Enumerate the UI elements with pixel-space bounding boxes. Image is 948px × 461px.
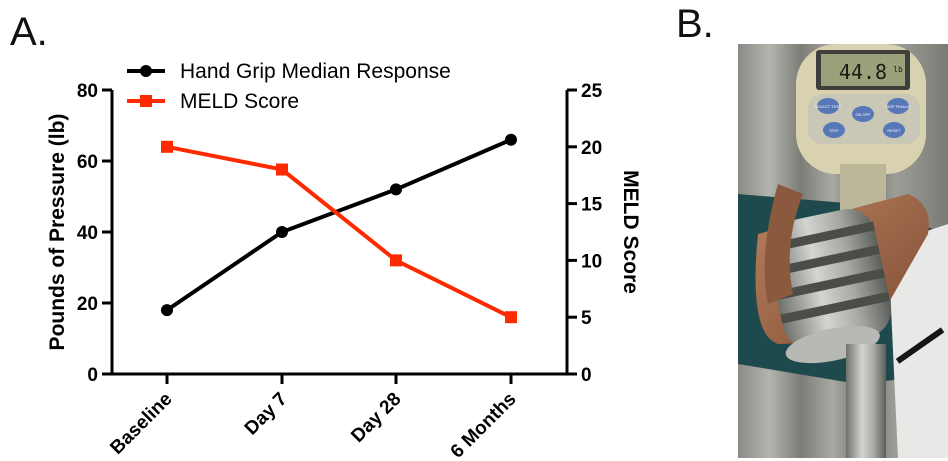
lower-handle <box>846 344 886 458</box>
lcd-reading: 44.8 <box>839 60 887 84</box>
data-point <box>276 226 288 238</box>
device-button <box>852 106 874 122</box>
lcd-display <box>821 54 905 86</box>
y-axis-label-left: Pounds of Pressure (lb) <box>46 114 69 351</box>
device-button-label: ON OFF <box>855 112 871 117</box>
data-point <box>390 183 402 196</box>
y-tick-label-left: 60 <box>77 152 98 173</box>
y-tick-label-right: 15 <box>581 195 603 216</box>
y-tick-label-right: 0 <box>581 365 592 386</box>
y-tick-label-right: 25 <box>581 81 603 102</box>
device-button <box>823 122 845 138</box>
device-button-label: TEST <box>829 128 840 133</box>
y-tick-label-right: 5 <box>581 308 592 329</box>
series-line <box>165 137 512 312</box>
device-button-label: SELECT TEST <box>815 104 842 109</box>
y-tick-label-right: 10 <box>581 251 602 272</box>
data-point <box>161 140 173 153</box>
y-tick-label-left: 0 <box>87 365 98 386</box>
data-point <box>390 254 402 267</box>
y-tick-label-left: 80 <box>77 81 98 102</box>
strap <box>895 327 945 364</box>
series-layer <box>161 133 517 324</box>
legend-label: Hand Grip Median Response <box>180 60 451 83</box>
lcd-unit: lb <box>893 65 903 74</box>
y-tick-label-left: 20 <box>77 294 98 315</box>
legend-marker <box>140 95 152 107</box>
device-button <box>817 98 839 114</box>
device-button <box>887 98 909 114</box>
data-point <box>276 163 288 176</box>
panel-label-a: A. <box>10 10 48 54</box>
legend-label: MELD Score <box>180 90 299 113</box>
y-tick-label-right: 20 <box>581 138 602 159</box>
device-button-label: BOP FINALS <box>886 104 910 109</box>
panel-label-b: B. <box>676 2 714 46</box>
device-button-label: RESET <box>887 128 901 133</box>
y-axis-label-right: MELD Score <box>619 170 642 294</box>
sleeve <box>888 224 948 458</box>
x-tick-label: Day 28 <box>347 389 405 447</box>
legend: Hand Grip Median Response MELD Score <box>127 60 451 113</box>
series-line <box>166 144 512 319</box>
y-tick-label-left: 40 <box>77 223 98 244</box>
fingers <box>764 184 803 304</box>
line-chart: 0 20 40 60 80 0 5 10 15 20 25 Baseline Day 7 Day 28 6 … <box>46 60 642 461</box>
axes: 0 20 40 60 80 0 5 10 15 20 25 Baseline Day 7 Day 28 6 … <box>46 81 642 461</box>
legend-marker <box>140 65 152 77</box>
hand-grip-dynamometer-photo: 44.8 lb SELECT TEST ON OFF BOP FINALS TEST R… <box>738 44 948 458</box>
data-point <box>161 304 173 317</box>
x-tick-label: Day 7 <box>241 389 292 440</box>
x-tick-label: Baseline <box>106 389 176 459</box>
data-point <box>505 133 517 146</box>
device-button <box>883 122 905 138</box>
x-tick-label: 6 Months <box>447 389 521 461</box>
data-point <box>505 311 517 324</box>
